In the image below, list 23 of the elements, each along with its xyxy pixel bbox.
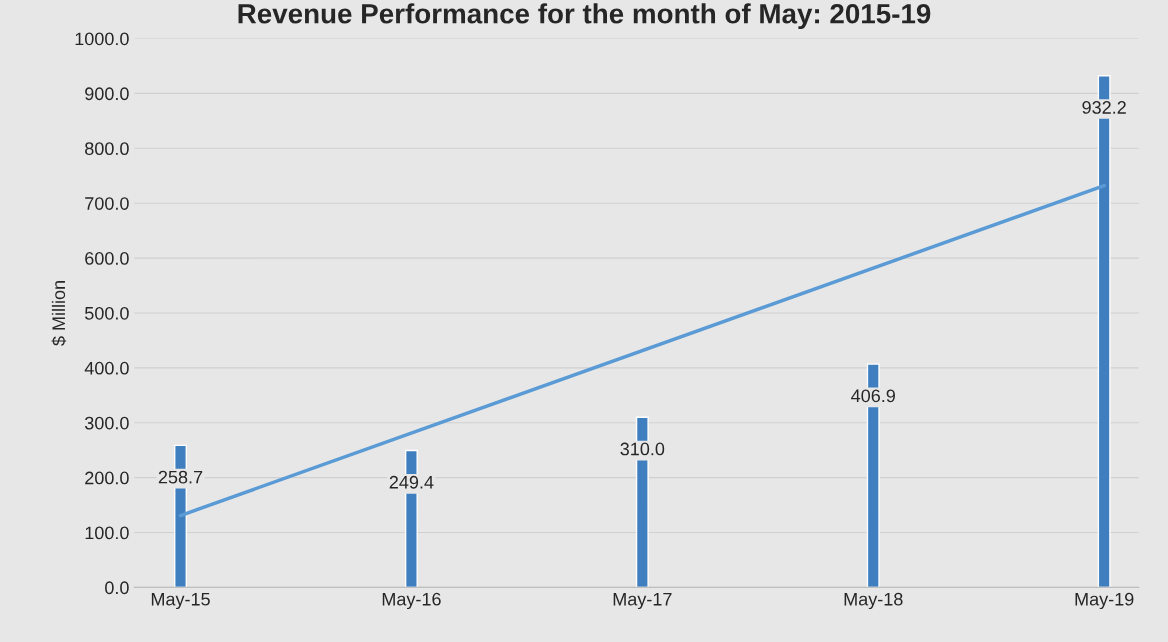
data-label: 310.0 bbox=[620, 442, 665, 456]
data-label: 258.7 bbox=[158, 470, 203, 484]
y-tick-label: 700.0 bbox=[85, 197, 129, 210]
x-tick-label: May-15 bbox=[151, 592, 210, 610]
data-label: 406.9 bbox=[851, 389, 895, 403]
y-tick-label: 0.0 bbox=[105, 581, 129, 595]
y-tick-label: 400.0 bbox=[84, 361, 129, 375]
y-tick-label: 300.0 bbox=[84, 416, 129, 430]
y-tick-label: 1000.0 bbox=[75, 32, 129, 46]
chart-title: Revenue Performance for the month of May: 2015-19 bbox=[238, 3, 931, 30]
x-tick-label: May-17 bbox=[613, 592, 672, 610]
y-tick-label: 800.0 bbox=[85, 142, 129, 156]
data-label: 932.2 bbox=[1082, 101, 1126, 114]
y-tick-label: 100.0 bbox=[85, 526, 129, 540]
y-tick-label: 500.0 bbox=[85, 306, 129, 320]
y-axis-title: $ Million bbox=[51, 281, 67, 346]
x-tick-label: May-18 bbox=[844, 592, 903, 610]
y-tick-label: 900.0 bbox=[85, 87, 129, 101]
x-tick-label: May-19 bbox=[1075, 592, 1134, 610]
x-tick-label: May-16 bbox=[382, 592, 441, 610]
y-tick-label: 600.0 bbox=[85, 252, 129, 265]
data-label: 249.4 bbox=[389, 475, 434, 489]
y-tick-label: 200.0 bbox=[85, 471, 129, 485]
